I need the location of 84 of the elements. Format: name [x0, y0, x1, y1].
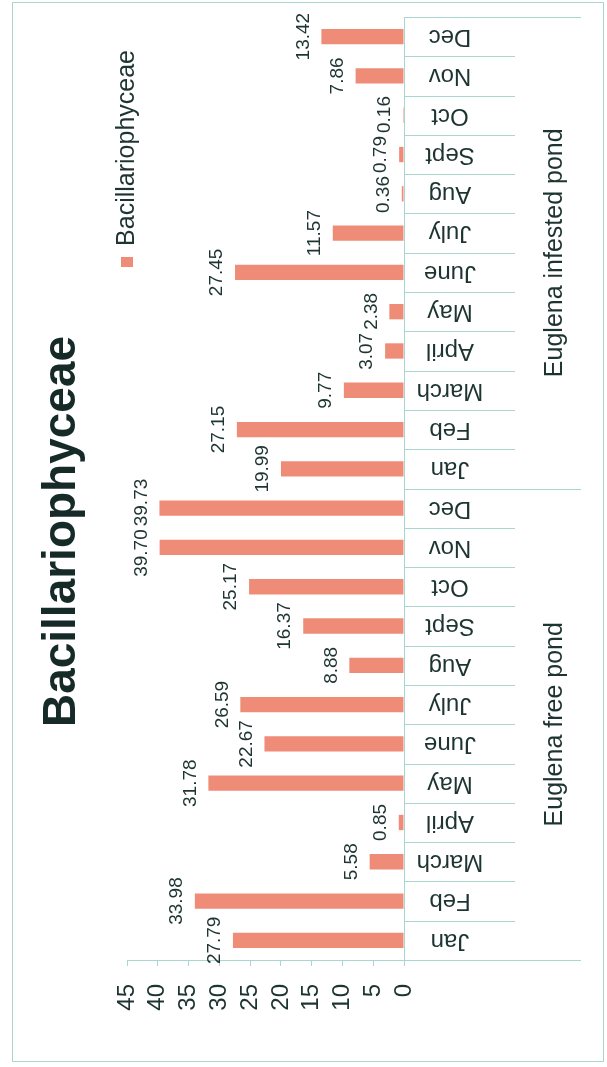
y-tick-label: April: [425, 339, 475, 367]
y-tick-label: Nov: [428, 64, 472, 92]
y-tick-label: March: [416, 850, 484, 878]
bar: [389, 304, 404, 320]
data-label: 33.98: [165, 877, 187, 925]
y-tick-label: Feb: [429, 889, 471, 917]
y-tick-label: Aug: [428, 653, 472, 681]
data-label: 7.86: [325, 57, 347, 95]
y-tick-label: Dec: [428, 496, 472, 524]
bar: [159, 500, 404, 516]
bar: [249, 579, 404, 595]
bar: [355, 68, 404, 84]
text: Euglena free pond: [538, 622, 567, 827]
data-label: 31.78: [178, 759, 200, 807]
y-tick-label: Sept: [424, 614, 475, 642]
bar: [332, 225, 404, 241]
data-label: 0.79: [369, 136, 391, 174]
x-tick-label: 45: [111, 984, 139, 1011]
data-label: 11.57: [303, 210, 325, 257]
x-tick-label: 10: [327, 984, 355, 1011]
bar: [264, 736, 404, 752]
y-tick-label: Dec: [428, 25, 472, 53]
bar: [343, 382, 404, 398]
y-tick-label: Oct: [431, 103, 469, 131]
bar: [385, 343, 404, 359]
data-label: 27.45: [205, 248, 227, 297]
y-tick-label: July: [428, 221, 472, 249]
x-tick-label: 40: [142, 984, 170, 1011]
y-tick-label: April: [425, 810, 475, 838]
y-tick-label: June: [423, 732, 477, 760]
y-tick-label: May: [427, 300, 473, 328]
bar: [280, 461, 404, 477]
bar: [236, 421, 404, 438]
bar: [349, 657, 404, 673]
data-label: 0.16: [373, 96, 395, 134]
bar: [235, 264, 404, 281]
text: Bacillariophyceae: [110, 49, 139, 246]
x-tick-label: 15: [296, 984, 324, 1011]
data-label: 27.15: [207, 405, 229, 454]
bar: [208, 775, 404, 791]
bar: [303, 618, 404, 634]
data-label: 8.88: [319, 646, 341, 684]
data-label: 16.37: [273, 602, 295, 650]
bar: [369, 854, 404, 870]
y-tick-label: June: [423, 260, 477, 288]
bar: [232, 932, 404, 949]
data-label: 39.70: [129, 529, 151, 577]
text: Euglena infested pond: [538, 128, 567, 378]
data-label: 19.99: [251, 445, 273, 493]
x-tick-label: 25: [234, 984, 262, 1011]
data-label: 2.38: [359, 292, 381, 330]
x-tick-label: 0: [388, 984, 416, 998]
bar: [194, 893, 404, 909]
bar: [240, 696, 404, 713]
x-tick-label: 35: [173, 984, 201, 1011]
bar: [321, 28, 404, 45]
bar: [399, 146, 404, 163]
y-tick-label: Jan: [430, 457, 470, 485]
x-tick-label: 20: [265, 984, 293, 1011]
data-label: 22.67: [234, 720, 256, 768]
bar: [398, 814, 404, 831]
x-tick-label: 5: [357, 984, 385, 998]
data-label: 0.36: [372, 176, 394, 213]
data-label: 13.42: [291, 12, 313, 61]
y-tick-label: Feb: [429, 417, 471, 445]
data-label: 9.77: [314, 371, 336, 409]
y-tick-label: Nov: [428, 535, 472, 563]
y-tick-label: July: [428, 692, 472, 720]
text: Bacillariophyceae: [32, 335, 85, 728]
data-label: 26.59: [210, 680, 232, 729]
x-tick-label: 30: [203, 984, 231, 1011]
bar: [159, 539, 404, 556]
data-label: 25.17: [219, 562, 241, 611]
y-tick-label: Oct: [431, 575, 469, 603]
y-tick-label: March: [416, 378, 484, 406]
y-tick-label: May: [427, 771, 473, 799]
y-tick-label: Jan: [430, 928, 470, 956]
y-tick-label: Aug: [428, 182, 472, 210]
y-tick-label: Sept: [424, 142, 475, 170]
data-label: 5.58: [339, 843, 361, 881]
data-label: 39.73: [129, 478, 151, 527]
data-label: 3.07: [355, 332, 377, 370]
data-label: 0.85: [369, 803, 390, 841]
data-label: 27.79: [203, 916, 225, 965]
